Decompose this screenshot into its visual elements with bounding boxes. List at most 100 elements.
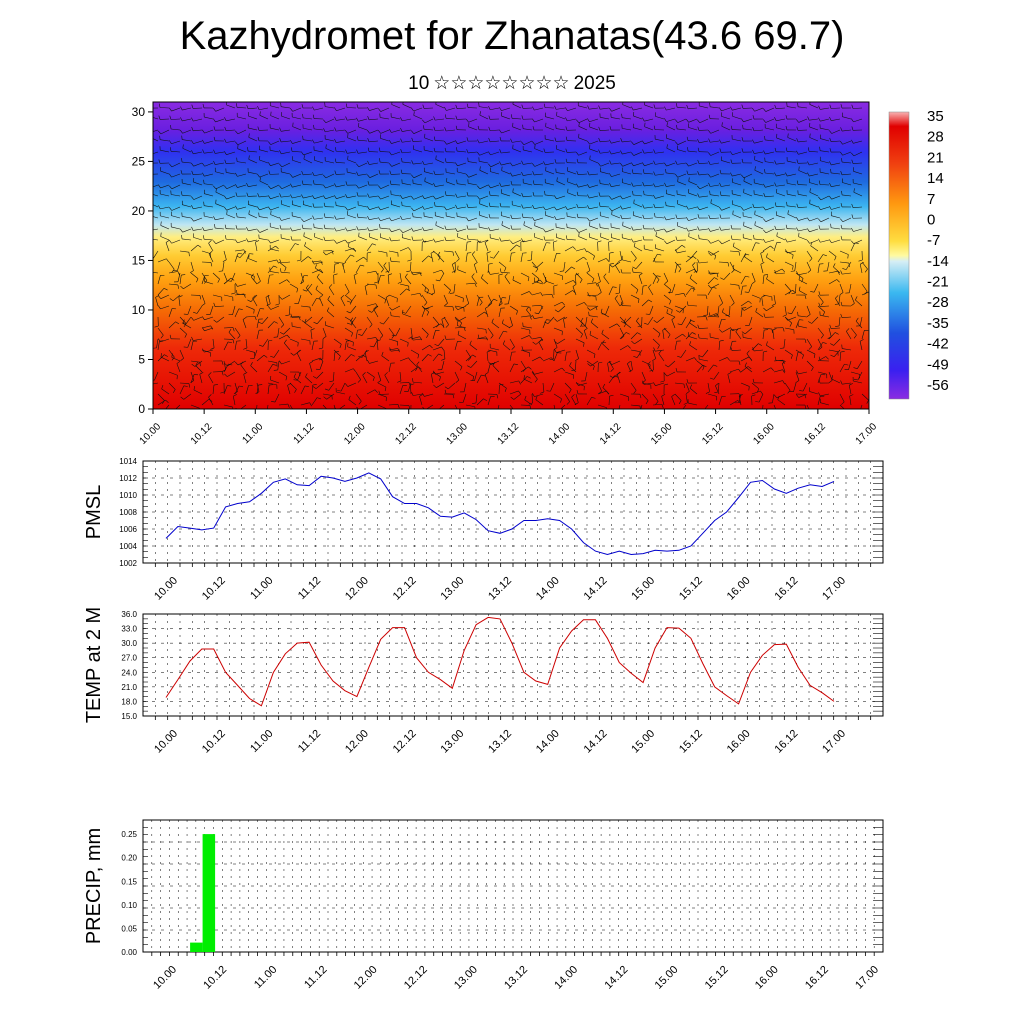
wind-barb-flag <box>181 158 183 163</box>
wind-barb-flag <box>809 188 811 193</box>
wind-barb <box>289 243 296 252</box>
wind-barb-flag <box>535 395 538 400</box>
wind-barb <box>798 106 808 109</box>
wind-barb <box>424 228 434 232</box>
wind-barb <box>358 126 368 131</box>
wind-barb <box>153 216 159 219</box>
wind-barb <box>600 162 610 167</box>
wind-barb-flag <box>818 238 821 243</box>
wind-barb <box>710 203 720 208</box>
wind-barb-flag <box>697 259 700 264</box>
wind-barb <box>498 297 503 307</box>
wind-barb <box>512 126 522 131</box>
wind-barb <box>699 140 709 144</box>
wind-barb-flag <box>642 182 645 187</box>
wind-barb <box>707 382 710 392</box>
wind-barb-flag <box>377 339 382 342</box>
wind-barb <box>369 228 379 232</box>
wind-barb-flag <box>243 347 248 350</box>
wind-barb-flag <box>510 172 513 177</box>
wind-barb-flag <box>752 127 755 131</box>
wind-barb <box>446 129 456 132</box>
wind-barb-flag <box>782 361 786 364</box>
wind-barb-flag <box>645 400 649 405</box>
wind-barb <box>497 404 500 409</box>
wind-barb <box>215 184 225 190</box>
wind-barb-flag <box>375 284 377 289</box>
wind-barb <box>355 256 364 263</box>
wind-barb <box>303 139 313 142</box>
wind-barb-flag <box>225 235 227 240</box>
wind-barb <box>622 128 632 131</box>
wind-barb-flag <box>521 141 525 145</box>
wind-barb-flag <box>563 317 568 320</box>
wind-barb-flag <box>792 290 796 294</box>
wind-barb-flag <box>598 105 601 110</box>
wind-barb <box>402 151 412 154</box>
wind-barb <box>237 239 247 244</box>
wind-barb-flag <box>598 361 603 364</box>
wind-barb <box>523 149 533 153</box>
wind-barb-flag <box>776 232 778 237</box>
wind-barb-flag <box>537 278 540 283</box>
wind-barb <box>710 228 720 232</box>
wind-barb <box>336 140 346 143</box>
wind-barb <box>451 264 456 274</box>
wind-barb <box>391 217 401 222</box>
wind-barb-flag <box>841 190 843 195</box>
wind-barb-flag <box>472 354 477 358</box>
wind-barb-flag <box>829 137 832 142</box>
wind-barb-flag <box>169 173 172 178</box>
wind-barb-flag <box>719 182 722 187</box>
wind-barb <box>256 385 259 395</box>
wind-barb-flag <box>422 305 425 310</box>
wind-barb <box>611 206 621 212</box>
wind-barb <box>817 342 824 351</box>
wind-barb-flag <box>601 329 604 334</box>
wind-barb-flag <box>739 394 743 397</box>
wind-barb-flag <box>191 104 194 109</box>
wind-barb <box>216 316 225 323</box>
wind-barb <box>820 118 830 122</box>
wind-barb-flag <box>631 106 634 111</box>
wind-barb <box>622 217 632 220</box>
wind-barb-flag <box>367 215 370 220</box>
wind-barb <box>347 228 357 232</box>
wind-barb-flag <box>653 258 656 263</box>
wind-barb-flag <box>254 316 257 321</box>
wind-barb <box>240 364 247 373</box>
wind-barb <box>798 290 808 296</box>
wind-barb <box>391 315 401 318</box>
wind-barb <box>688 107 698 110</box>
wind-barb-flag <box>738 251 741 256</box>
wind-barb-flag <box>808 147 810 152</box>
wind-barb <box>248 228 258 232</box>
wind-barb-flag <box>576 203 579 208</box>
precip-y-tick-label: 0.10 <box>121 901 137 910</box>
wind-barb-flag <box>591 396 596 399</box>
wind-barb <box>553 327 563 332</box>
wind-barb-flag <box>741 207 744 211</box>
wind-barb-flag <box>274 321 278 324</box>
wind-barb-flag <box>807 240 810 244</box>
cs-x-tick-label: 16.12 <box>803 421 829 447</box>
wind-barb-flag <box>620 162 623 167</box>
wind-barb <box>421 283 429 291</box>
precip-x-tick-label: 14.12 <box>602 964 630 992</box>
wind-barb <box>564 393 570 402</box>
wind-barb <box>674 292 684 296</box>
wind-barb <box>315 267 324 274</box>
temp-x-tick-label: 17.00 <box>820 728 848 756</box>
wind-barb <box>182 139 192 142</box>
wind-barb <box>204 205 214 208</box>
wind-barb <box>355 354 363 362</box>
wind-barb-flag <box>235 407 238 409</box>
wind-barb-flag <box>620 150 623 155</box>
wind-barb <box>437 338 445 347</box>
wind-barb-flag <box>191 317 194 321</box>
wind-barb-flag <box>202 348 205 353</box>
wind-barb <box>754 193 764 197</box>
wind-barb-flag <box>334 116 337 121</box>
wind-barb-flag <box>576 158 579 163</box>
wind-barb <box>798 325 808 329</box>
